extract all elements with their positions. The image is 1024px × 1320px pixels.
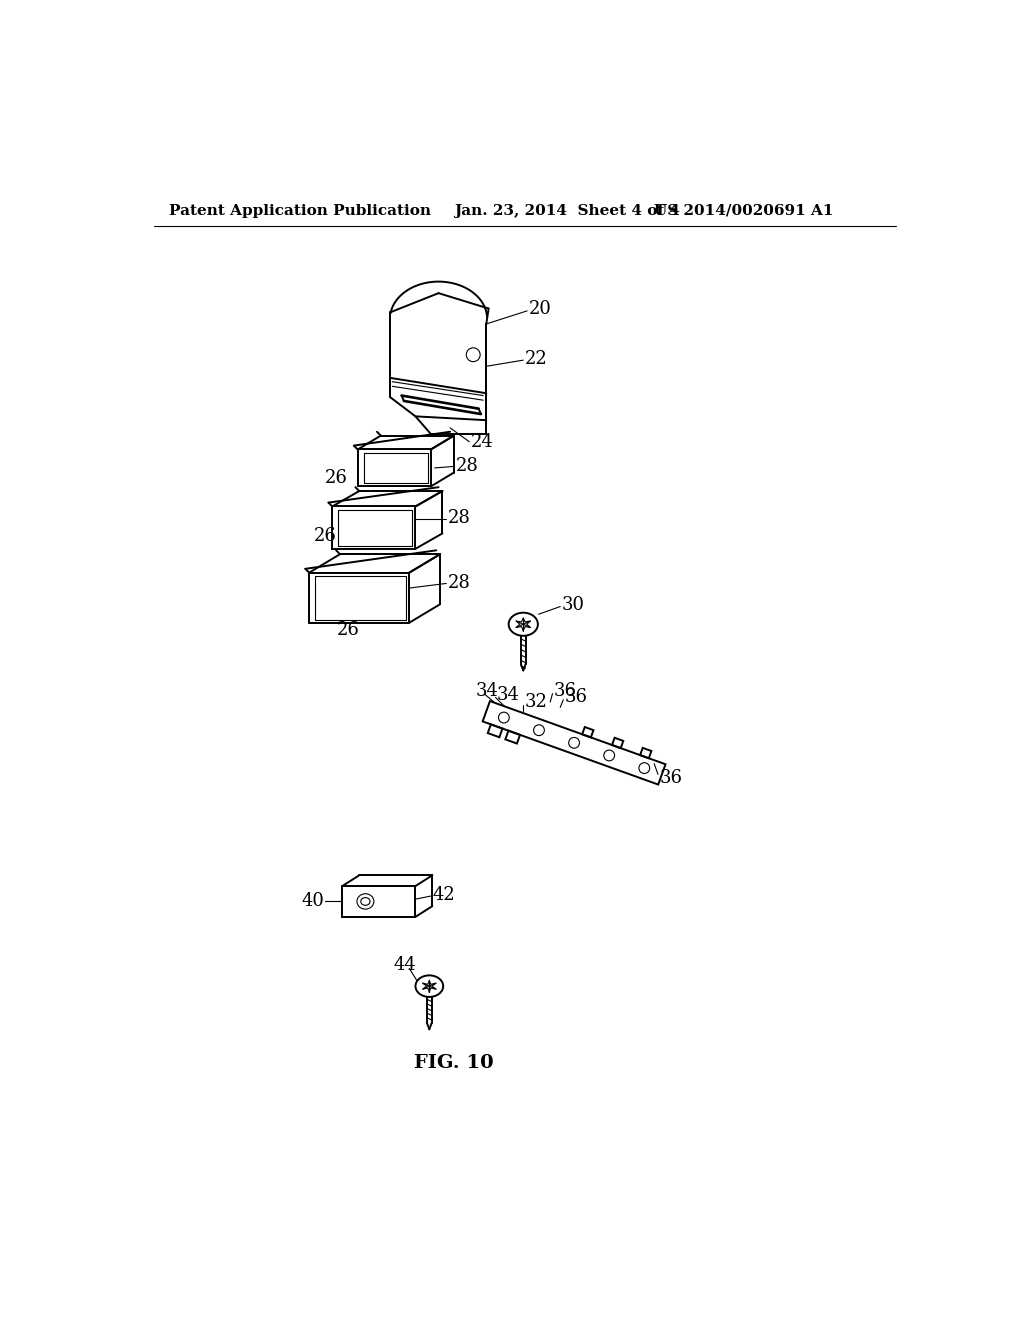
Text: 20: 20 xyxy=(528,301,552,318)
Text: Patent Application Publication: Patent Application Publication xyxy=(169,203,431,218)
Text: 28: 28 xyxy=(447,574,471,591)
Text: 28: 28 xyxy=(447,510,471,527)
Text: 30: 30 xyxy=(562,597,585,614)
Text: FIG. 10: FIG. 10 xyxy=(414,1055,494,1072)
Text: 42: 42 xyxy=(432,886,455,903)
Text: 36: 36 xyxy=(565,689,588,706)
Text: 36: 36 xyxy=(554,682,578,700)
Text: 34: 34 xyxy=(475,682,499,700)
Text: Jan. 23, 2014  Sheet 4 of 4: Jan. 23, 2014 Sheet 4 of 4 xyxy=(454,203,680,218)
Text: 32: 32 xyxy=(524,693,548,711)
Text: 24: 24 xyxy=(471,433,494,450)
Text: 26: 26 xyxy=(313,527,337,545)
Text: 22: 22 xyxy=(524,350,548,367)
Text: 40: 40 xyxy=(301,892,325,911)
Text: US 2014/0020691 A1: US 2014/0020691 A1 xyxy=(654,203,834,218)
Text: 26: 26 xyxy=(337,620,359,639)
Text: 36: 36 xyxy=(659,770,683,787)
Text: 44: 44 xyxy=(394,957,417,974)
Text: 34: 34 xyxy=(497,686,520,704)
Text: 26: 26 xyxy=(325,469,347,487)
Text: 28: 28 xyxy=(456,457,478,475)
